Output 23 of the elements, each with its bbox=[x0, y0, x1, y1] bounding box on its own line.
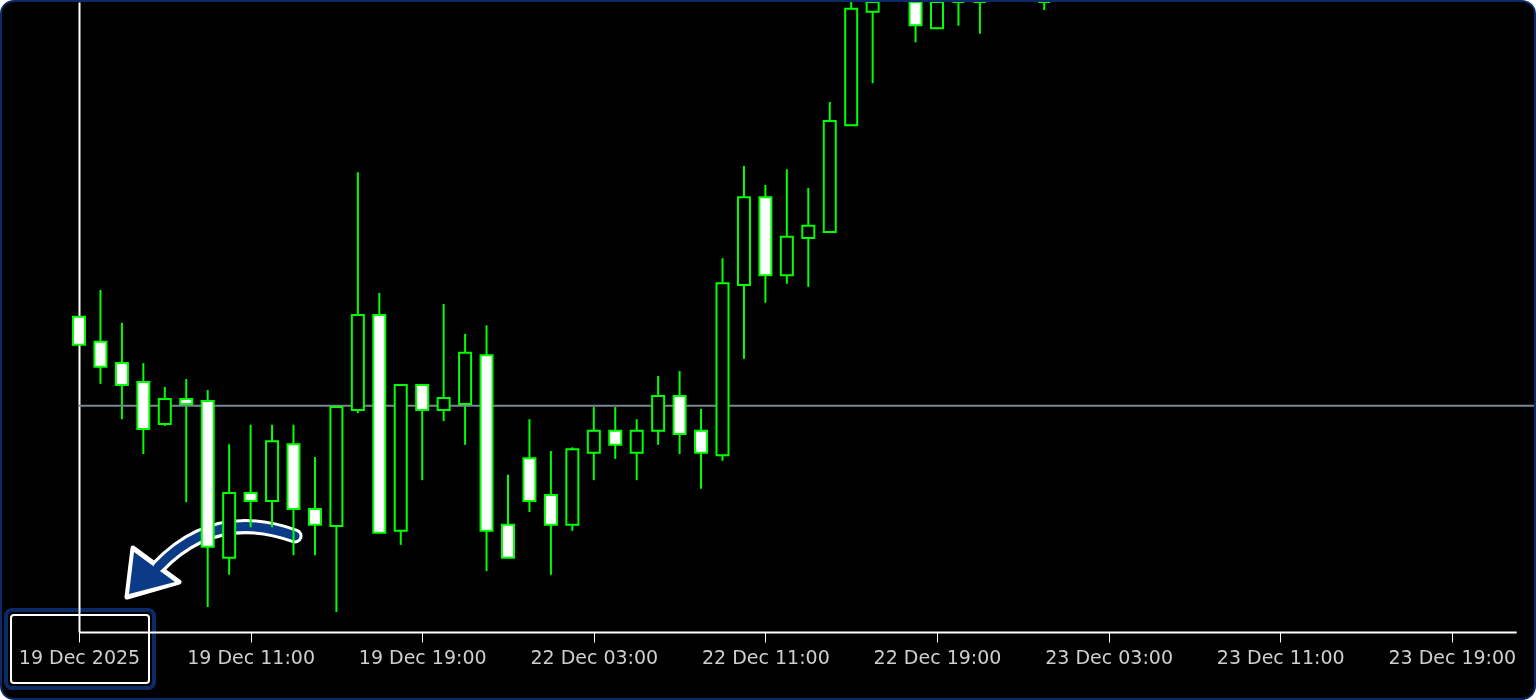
candlestick bbox=[586, 406, 601, 482]
candlestick bbox=[629, 418, 644, 482]
x-tick-label: 22 Dec 11:00 bbox=[702, 645, 830, 668]
candlestick bbox=[179, 377, 194, 504]
x-tick-label: 19 Dec 19:00 bbox=[358, 645, 487, 668]
candlestick bbox=[801, 187, 816, 288]
candlestick bbox=[1037, 2, 1052, 11]
candlestick bbox=[908, 2, 923, 44]
candlestick bbox=[608, 406, 623, 460]
x-tick-label: 22 Dec 19:00 bbox=[873, 645, 1002, 668]
candlestick bbox=[436, 302, 451, 423]
x-tick-label: 19 Dec 2025 bbox=[18, 645, 141, 668]
candlestick bbox=[694, 407, 709, 490]
x-tick-label: 23 Dec 03:00 bbox=[1045, 645, 1173, 668]
candlestick bbox=[951, 2, 966, 27]
candlestick bbox=[243, 423, 258, 529]
candlestick bbox=[307, 456, 322, 557]
x-tick-label: 22 Dec 03:00 bbox=[530, 645, 659, 668]
x-tick-label: 19 Dec 11:00 bbox=[187, 645, 315, 668]
candlestick bbox=[114, 321, 129, 421]
candlestick bbox=[972, 2, 987, 35]
x-tick-label: 23 Dec 19:00 bbox=[1388, 645, 1517, 668]
x-tick-label: 23 Dec 11:00 bbox=[1216, 645, 1345, 668]
